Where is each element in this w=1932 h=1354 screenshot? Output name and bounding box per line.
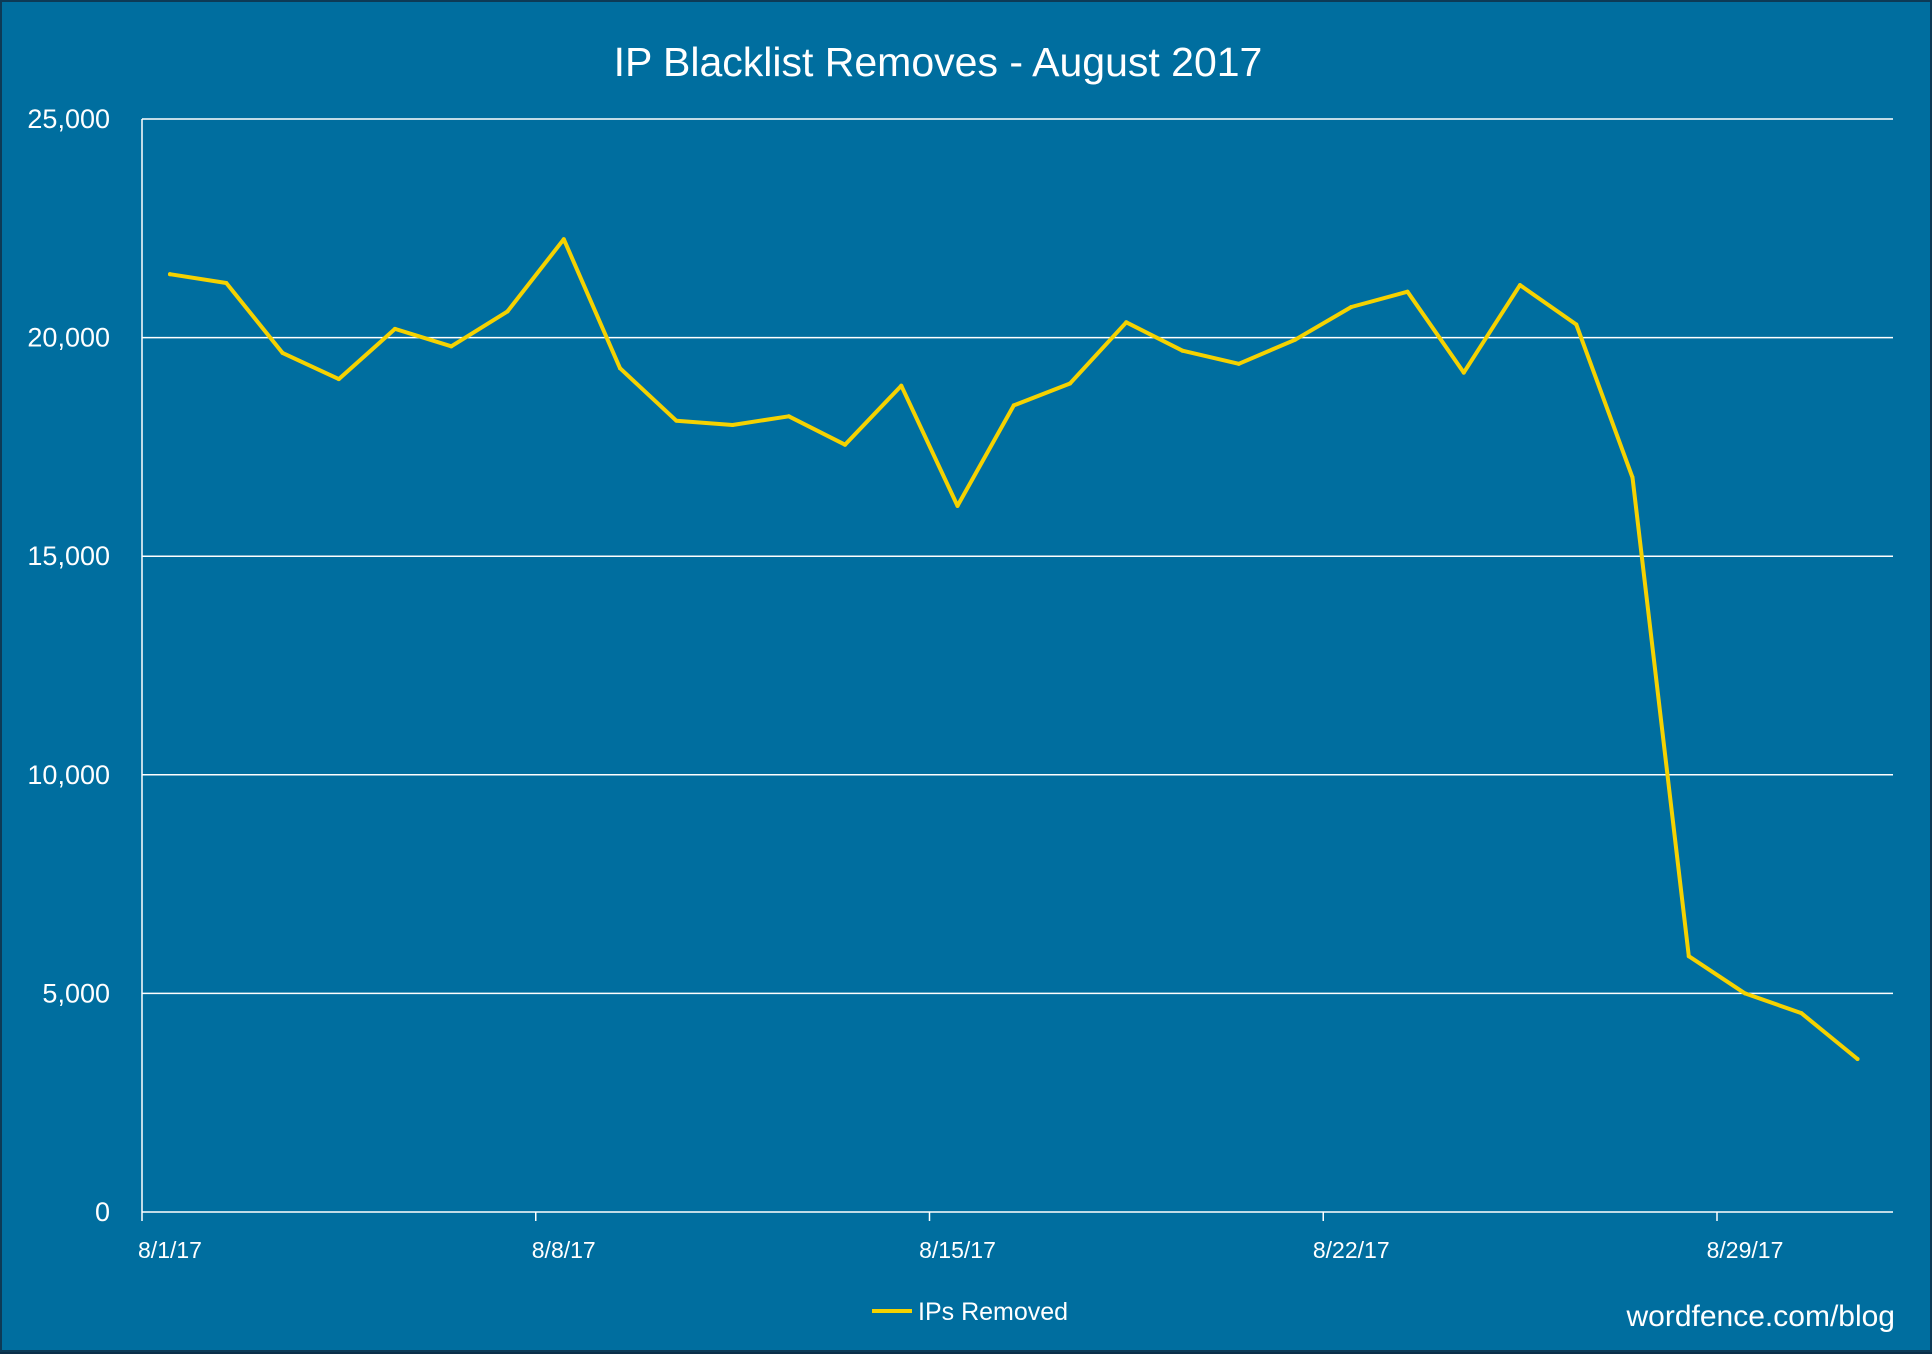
data-point	[561, 237, 566, 242]
y-tick-label: 10,000	[27, 760, 110, 790]
data-point	[1518, 283, 1522, 288]
y-tick-label: 20,000	[27, 323, 110, 353]
data-point	[1630, 475, 1635, 480]
data-point	[1855, 1056, 1860, 1061]
x-tick-label: 8/15/17	[919, 1237, 996, 1263]
x-tick-label: 8/8/17	[532, 1237, 596, 1263]
data-point	[1293, 337, 1297, 342]
credit-watermark: wordfence.com/blog	[1626, 1300, 1895, 1333]
legend-label-ips-removed: IPs Removed	[918, 1298, 1068, 1326]
data-point	[1180, 348, 1185, 353]
data-point	[1068, 381, 1072, 386]
data-point	[786, 414, 791, 419]
data-point	[336, 377, 341, 382]
data-point	[393, 326, 397, 331]
data-point	[224, 280, 229, 285]
y-axis-ticks: 0 5,000 10,000 15,000 20,000 25,000	[27, 104, 110, 1227]
data-point	[1686, 954, 1691, 959]
x-tick-label: 8/29/17	[1707, 1237, 1784, 1263]
data-point	[1405, 289, 1410, 294]
data-point	[955, 503, 960, 508]
gridlines	[141, 118, 1893, 1213]
data-point	[1461, 370, 1466, 375]
data-point	[1236, 361, 1241, 366]
y-tick-label: 15,000	[27, 541, 110, 571]
legend[interactable]: IPs Removed	[872, 1298, 1068, 1326]
data-point	[1349, 304, 1354, 309]
chart-title: IP Blacklist Removes - August 2017	[614, 39, 1263, 85]
data-point	[899, 383, 904, 388]
data-point	[1574, 322, 1579, 327]
x-tick-label: 8/22/17	[1313, 1237, 1390, 1263]
data-point	[618, 366, 622, 371]
data-point	[1124, 320, 1129, 325]
series-line-ips-removed	[168, 237, 1860, 1061]
data-point	[1799, 1011, 1804, 1016]
data-point	[505, 309, 510, 314]
data-point	[168, 272, 172, 277]
data-point	[449, 344, 454, 349]
y-tick-label: 5,000	[42, 978, 110, 1008]
series-layer	[168, 237, 1860, 1061]
data-point	[730, 423, 735, 428]
x-axis-ticks: 8/1/17 8/8/17 8/15/17 8/22/17 8/29/17	[138, 1212, 1783, 1263]
data-point	[280, 350, 285, 355]
x-tick-label: 8/1/17	[138, 1237, 202, 1263]
y-tick-label: 0	[95, 1197, 110, 1227]
data-point	[843, 442, 847, 447]
data-point	[674, 418, 679, 423]
y-tick-label: 25,000	[27, 104, 110, 134]
data-point	[1743, 991, 1747, 996]
data-point	[1011, 403, 1016, 408]
